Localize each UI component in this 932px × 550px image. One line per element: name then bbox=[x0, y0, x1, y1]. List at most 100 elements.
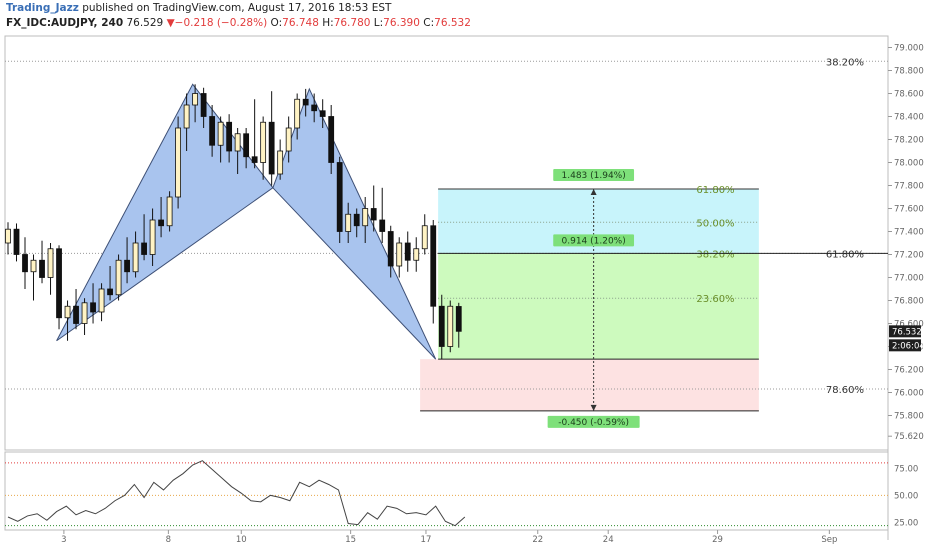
candle-body bbox=[56, 248, 62, 319]
candle-body bbox=[30, 259, 37, 273]
open-label: O: bbox=[270, 17, 283, 29]
y-tick-label: 78.000 bbox=[894, 159, 924, 169]
fib-inner-label: 38.20% bbox=[696, 249, 734, 260]
measure-label-box bbox=[547, 415, 640, 428]
last-price: 76.529 bbox=[126, 17, 164, 29]
candle-body bbox=[413, 248, 420, 261]
candle-body bbox=[438, 305, 445, 347]
candle-body bbox=[362, 208, 369, 227]
candle-body bbox=[447, 305, 454, 347]
candle-body bbox=[421, 225, 428, 250]
stop-zone bbox=[420, 359, 759, 411]
y-tick-label: 78.200 bbox=[894, 136, 924, 146]
fib-right-label: 38.20% bbox=[826, 57, 864, 68]
candle-body bbox=[107, 288, 113, 296]
candle-body bbox=[328, 116, 335, 163]
x-tick-label: 3 bbox=[61, 535, 66, 545]
candle-body bbox=[175, 127, 182, 198]
candle-body bbox=[73, 305, 79, 324]
candle-body bbox=[404, 242, 411, 261]
y-tick-label: 78.400 bbox=[894, 113, 924, 123]
candle-body bbox=[166, 196, 173, 227]
candle-body bbox=[387, 231, 394, 267]
candle-body bbox=[396, 242, 403, 267]
y-tick-label: 78.800 bbox=[894, 67, 924, 77]
candle-body bbox=[455, 306, 462, 332]
candle-body bbox=[277, 150, 284, 175]
candle-body bbox=[141, 242, 147, 255]
y-tick-label: 76.000 bbox=[894, 389, 924, 399]
last-price-tag bbox=[889, 325, 921, 338]
candle-body bbox=[47, 248, 54, 278]
candle-body bbox=[39, 259, 45, 278]
candle-body bbox=[64, 305, 71, 319]
candle-body bbox=[370, 208, 377, 221]
candle-body bbox=[183, 104, 190, 129]
candle-body bbox=[336, 162, 343, 232]
author-link[interactable]: Trading_Jazz bbox=[6, 2, 79, 14]
measure-label: -0.450 (-0.59%) bbox=[558, 418, 629, 428]
x-tick-label: 29 bbox=[712, 535, 723, 545]
y-tick-label: 77.400 bbox=[894, 228, 924, 238]
open-value: 76.748 bbox=[282, 17, 319, 29]
rsi-tick-label: 25.00 bbox=[894, 518, 918, 528]
low-label: L: bbox=[373, 17, 384, 29]
candle-body bbox=[192, 93, 199, 106]
candle-body bbox=[251, 156, 258, 163]
close-value: 76.532 bbox=[434, 17, 471, 29]
ohlc-line: FX_IDC:AUDJPY, 240 76.529 ▼−0.218 (−0.28… bbox=[6, 17, 471, 29]
x-tick-label: 15 bbox=[345, 535, 356, 545]
pattern-triangle-xab bbox=[56, 83, 274, 342]
y-tick-label: 77.000 bbox=[894, 274, 924, 284]
y-tick-label: 76.800 bbox=[894, 297, 924, 307]
y-tick-label: 75.620 bbox=[894, 432, 924, 442]
measure-label-box bbox=[553, 168, 635, 181]
y-tick-label: 76.600 bbox=[894, 320, 924, 330]
y-tick-label: 77.800 bbox=[894, 182, 924, 192]
rsi-line bbox=[7, 460, 466, 527]
measure-label-box bbox=[553, 234, 635, 247]
candle-body bbox=[268, 121, 275, 175]
x-tick-label: 22 bbox=[532, 535, 543, 545]
change-value: −0.218 (−0.28%) bbox=[174, 17, 268, 29]
candle-body bbox=[285, 127, 292, 152]
fib-inner-label: 23.60% bbox=[696, 294, 734, 305]
x-tick-label: Sep bbox=[821, 535, 837, 545]
fib-right-label: 78.60% bbox=[826, 385, 864, 396]
candle-body bbox=[13, 228, 20, 255]
countdown-label: 2:06:04 bbox=[892, 341, 925, 351]
y-tick-label: 76.200 bbox=[894, 366, 924, 376]
candle-body bbox=[115, 259, 122, 296]
y-tick-label: 77.200 bbox=[894, 251, 924, 261]
candle-body bbox=[294, 98, 301, 129]
candle-body bbox=[234, 133, 241, 152]
x-tick-label: 10 bbox=[236, 535, 247, 545]
high-label: H: bbox=[322, 17, 334, 29]
x-tick-label: 24 bbox=[603, 535, 614, 545]
chart-header: Trading_Jazz published on TradingView.co… bbox=[6, 2, 906, 34]
candle-body bbox=[5, 228, 11, 244]
candle-body bbox=[200, 93, 207, 117]
candle-body bbox=[81, 302, 88, 324]
measure-label: 0.914 (1.20%) bbox=[562, 236, 626, 246]
symbol-label: FX_IDC:AUDJPY, 240 bbox=[6, 17, 124, 29]
publish-line: Trading_Jazz published on TradingView.co… bbox=[6, 2, 391, 14]
fib-inner-label: 61.80% bbox=[696, 185, 734, 196]
rsi-tick-label: 75.00 bbox=[894, 464, 918, 474]
candle-body bbox=[158, 219, 164, 227]
candle-body bbox=[226, 121, 233, 152]
candle-body bbox=[379, 219, 386, 232]
candle-body bbox=[98, 288, 105, 313]
candle-body bbox=[311, 104, 318, 112]
x-tick-label: 8 bbox=[166, 535, 171, 545]
candle-body bbox=[149, 219, 156, 255]
candle-body bbox=[22, 254, 28, 273]
candle-body bbox=[124, 259, 130, 273]
rsi-pane bbox=[4, 451, 889, 531]
y-tick-label: 79.000 bbox=[894, 44, 924, 54]
candle-body bbox=[217, 121, 224, 146]
target-zone bbox=[438, 253, 759, 360]
candle-body bbox=[209, 116, 216, 146]
candle-body bbox=[132, 242, 139, 273]
